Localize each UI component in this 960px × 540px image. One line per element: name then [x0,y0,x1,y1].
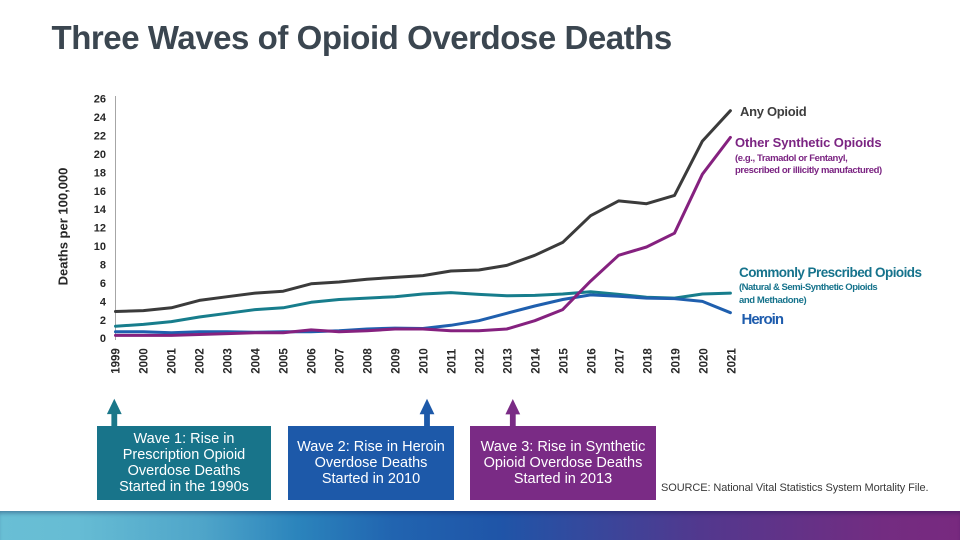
svg-text:2016: 2016 [587,348,599,374]
svg-text:2004: 2004 [251,348,263,374]
svg-text:2: 2 [100,315,106,327]
svg-text:14: 14 [94,204,107,216]
svg-text:2011: 2011 [447,348,459,374]
svg-text:1999: 1999 [111,348,123,374]
svg-text:2012: 2012 [475,348,487,374]
svg-text:12: 12 [94,223,106,235]
svg-text:16: 16 [94,186,106,198]
svg-text:2018: 2018 [643,348,655,374]
svg-text:22: 22 [94,131,106,143]
svg-text:2001: 2001 [167,348,179,374]
svg-text:18: 18 [94,167,106,179]
svg-text:2019: 2019 [671,348,683,374]
svg-text:20: 20 [94,149,106,161]
svg-text:2021: 2021 [727,348,739,374]
svg-text:2017: 2017 [615,348,627,374]
svg-text:8: 8 [100,260,106,272]
svg-text:2002: 2002 [195,348,207,374]
svg-text:2020: 2020 [699,348,711,374]
svg-text:26: 26 [94,94,106,106]
svg-text:24: 24 [94,112,107,124]
svg-text:2015: 2015 [559,348,571,374]
svg-text:2010: 2010 [419,348,431,374]
svg-text:2000: 2000 [139,348,151,374]
svg-text:2006: 2006 [307,348,319,374]
svg-text:2014: 2014 [531,348,543,374]
svg-text:6: 6 [100,278,106,290]
svg-text:4: 4 [100,296,107,308]
svg-text:2003: 2003 [223,348,235,374]
svg-text:10: 10 [94,241,106,253]
svg-text:2007: 2007 [335,348,347,374]
svg-text:2008: 2008 [363,348,375,374]
svg-text:2005: 2005 [279,348,291,374]
svg-text:2009: 2009 [391,348,403,374]
svg-text:0: 0 [100,333,106,345]
svg-text:2013: 2013 [503,348,515,374]
svg-text:Deaths per 100,000: Deaths per 100,000 [56,168,71,286]
